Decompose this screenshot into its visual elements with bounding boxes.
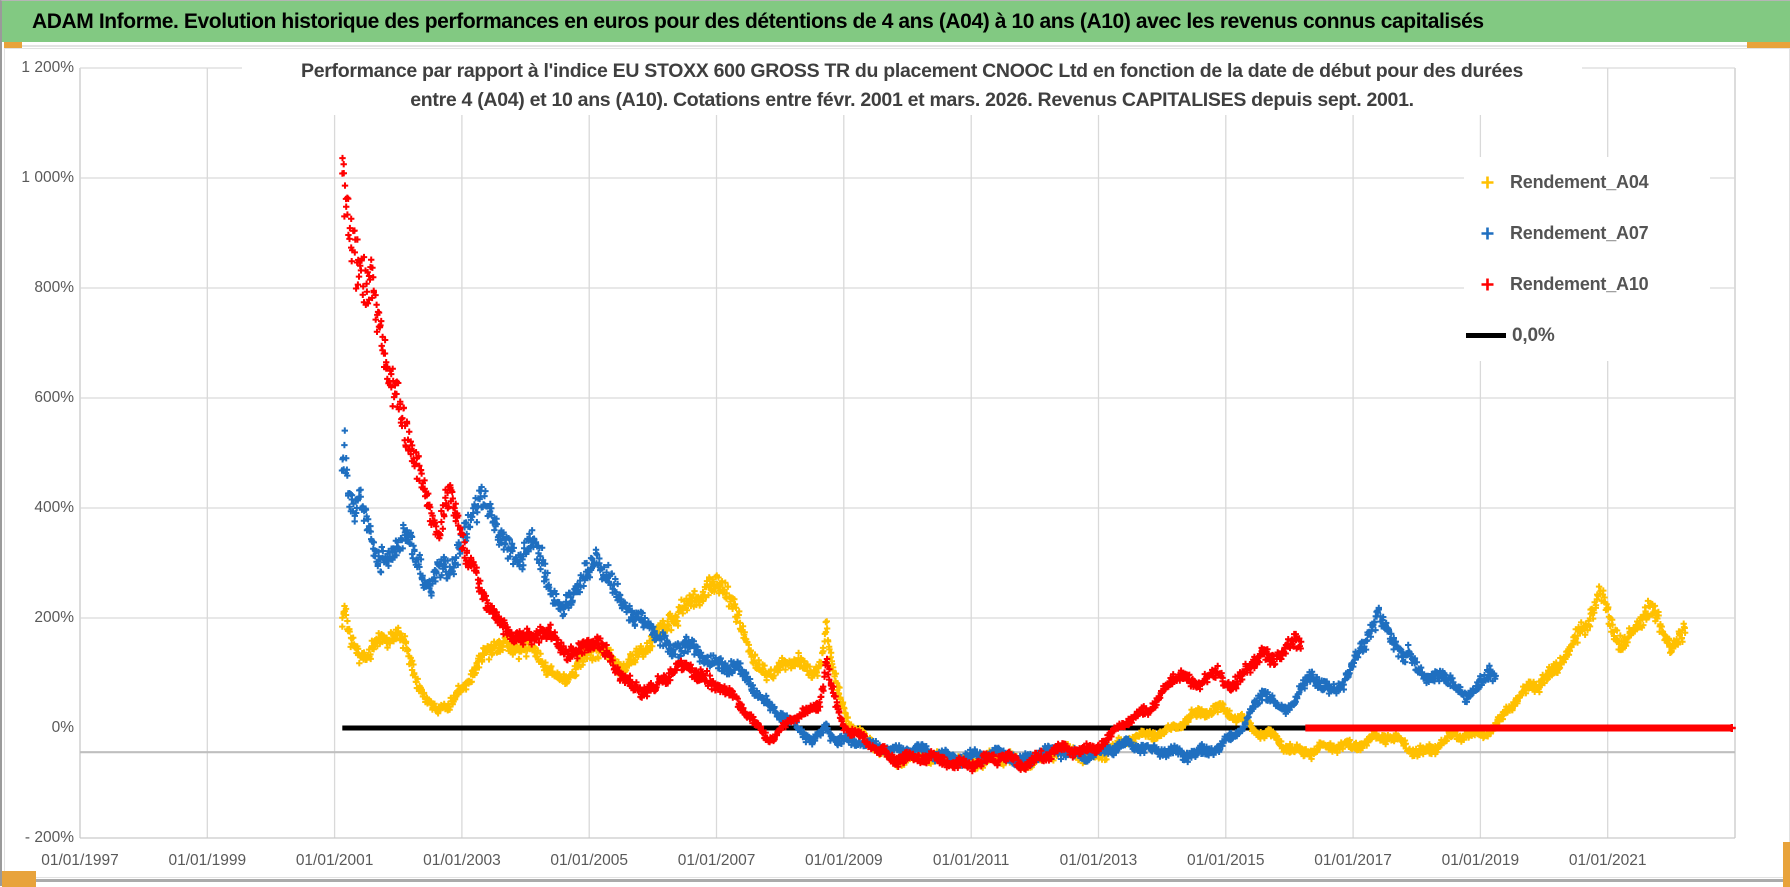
legend-plus-marker	[1464, 277, 1510, 292]
legend-item-rendement-a04[interactable]: Rendement_A04	[1464, 157, 1710, 208]
series-Rendement_A10[interactable]	[339, 154, 1305, 775]
x-axis-label: 01/01/2011	[932, 852, 1010, 869]
legend-item-rendement-a10[interactable]: Rendement_A10	[1464, 259, 1710, 310]
series-a10-flat-end-marker	[1727, 724, 1736, 732]
header-divider-line	[22, 45, 1747, 47]
y-axis-label: 800%	[34, 279, 74, 296]
gold-accent-bottom-left	[2, 871, 36, 887]
gold-accent-left	[4, 42, 22, 48]
chart-title-line2: entre 4 (A04) et 10 ans (A10). Cotations…	[410, 89, 1414, 111]
y-axis-label: 600%	[34, 389, 74, 406]
x-axis-label: 01/01/2003	[423, 852, 501, 869]
x-axis-label: 01/01/2005	[550, 852, 628, 869]
chart-title: Performance par rapport à l'indice EU ST…	[242, 57, 1582, 115]
x-axis-label: 01/01/2017	[1314, 852, 1392, 869]
sheet-bottom-line	[2, 879, 1790, 882]
x-axis-label: 01/01/2007	[677, 852, 756, 869]
x-axis-label: 01/01/1999	[168, 852, 247, 869]
legend-item-0-0-[interactable]: 0,0%	[1464, 310, 1710, 361]
y-axis-label: - 200%	[24, 829, 74, 846]
gold-accent-right-strip	[1783, 842, 1790, 887]
series-Rendement_A07[interactable]	[338, 427, 1499, 770]
legend-label: 0,0%	[1512, 324, 1555, 346]
x-axis-label: 01/01/1997	[41, 852, 119, 869]
legend-item-rendement-a07[interactable]: Rendement_A07	[1464, 208, 1710, 259]
y-axis-label: 200%	[34, 609, 74, 626]
x-axis-label: 01/01/2013	[1059, 852, 1138, 869]
legend-label: Rendement_A07	[1510, 223, 1649, 243]
x-axis-label: 01/01/2021	[1568, 852, 1647, 869]
sheet-header-title: ADAM Informe. Evolution historique des p…	[32, 9, 1484, 33]
legend-plus-marker	[1464, 226, 1510, 241]
y-axis-label: 1 200%	[21, 59, 74, 76]
x-axis-label: 01/01/2001	[295, 852, 374, 869]
y-axis-label: 400%	[34, 499, 74, 516]
legend[interactable]: Rendement_A04 Rendement_A07 Rendement_A10 0…	[1464, 157, 1710, 361]
y-axis-label: 0%	[51, 719, 74, 736]
sheet-header-bar: ADAM Informe. Evolution historique des p…	[2, 1, 1790, 42]
y-axis-label: 1 000%	[21, 169, 74, 186]
gold-accent-right	[1747, 42, 1790, 48]
legend-label: Rendement_A10	[1510, 274, 1649, 294]
x-axis-label: 01/01/2019	[1441, 852, 1520, 869]
legend-label: Rendement_A04	[1510, 172, 1649, 192]
legend-line-swatch	[1464, 333, 1512, 338]
x-axis-label: 01/01/2015	[1186, 852, 1265, 869]
legend-plus-marker	[1464, 175, 1510, 190]
x-axis-label: 01/01/2009	[805, 852, 883, 869]
chart-title-line1: Performance par rapport à l'indice EU ST…	[300, 60, 1523, 82]
